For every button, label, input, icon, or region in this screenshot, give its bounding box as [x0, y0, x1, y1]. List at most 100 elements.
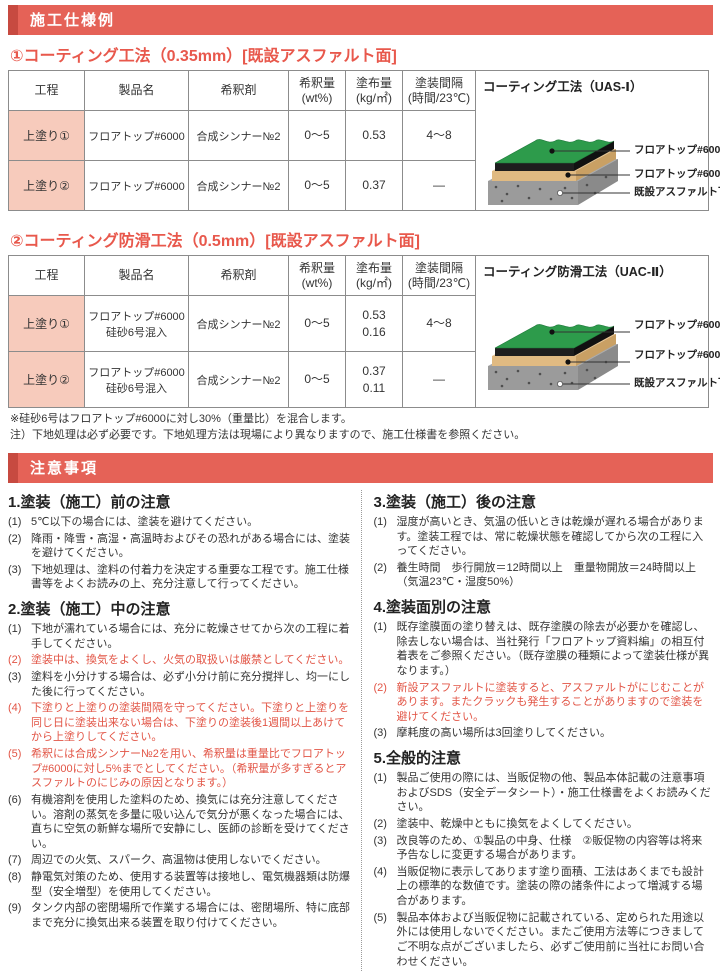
diagram2-label-top: フロアトップ#6000＋硅砂6号 [634, 319, 720, 331]
section2-content: 工程 製品名 希釈剤 希釈量 (wt%) 塗布量 (kg/㎡) 塗装間隔 (時間/23… [8, 255, 720, 408]
item-number: (1) [373, 772, 387, 784]
item-text: 下地処理は、塗料の付着力を決定する重要な工程です。施工仕様書等をよくお読みの上、… [31, 563, 349, 591]
header-cell-dilution: 希釈量 (wt%) [288, 255, 346, 296]
cell-dilution: 0〜5 [288, 295, 346, 352]
table-footnotes: ※硅砂6号はフロアトップ#6000に対し30%（重量比）を混合します。 注）下地… [10, 412, 713, 444]
item-text: 周辺での火気、スパーク、高温物は使用しないでください。 [31, 854, 327, 867]
diagram2-label-base: 既設アスファルト下地 [634, 377, 720, 389]
notice-item: (4) 下塗りと上塗りの塗装間隔を守ってください。下塗りと上塗りを同じ日に塗装出来… [8, 701, 351, 745]
spec-table-2: 工程 製品名 希釈剤 希釈量 (wt%) 塗布量 (kg/㎡) 塗装間隔 (時間/23… [8, 255, 476, 408]
cell-thinner: 合成シンナー№2 [188, 351, 289, 408]
item-number: (2) [373, 561, 387, 574]
header-cell-amount: 塗布量 (kg/㎡) [345, 70, 403, 111]
notice-item: (9) タンク内部の密閉場所で作業する場合には、密閉場所、特に底部まで充分に換気出… [8, 901, 351, 930]
spec-table-1: 工程 製品名 希釈剤 希釈量 (wt%) 塗布量 (kg/㎡) 塗装間隔 (時間/23… [8, 70, 476, 211]
notice-item: (1) 既存塗膜面の塗り替えは、既存塗膜の除去が必要かを確認し、除去しない場合は、… [374, 620, 714, 679]
notice-right-column: 3.塗装（施工）後の注意 (1) 湿度が高いとき、気温の低いときは乾燥が遅れる場合… [360, 489, 714, 972]
cell-interval: 4〜8 [402, 110, 476, 161]
cell-process: 上塗り① [8, 295, 85, 352]
section1-content: 工程 製品名 希釈剤 希釈量 (wt%) 塗布量 (kg/㎡) 塗装間隔 (時間/23… [8, 70, 720, 211]
header-cell-product: 製品名 [84, 255, 189, 296]
item-number: (4) [8, 702, 22, 715]
layer-diagram-illustration [488, 139, 630, 205]
notice-section1-list: (1) 5℃以下の場合には、塗装を避けてください。 (2) 降雨・降雪・高湿・高温時お… [8, 515, 351, 592]
section2-title: ②コーティング防滑工法（0.5mm）[既設アスファルト面] [10, 233, 420, 250]
header-cell-process: 工程 [8, 255, 85, 296]
item-text: 改良等のため、①製品の中身、仕様 ②販促物の内容等は将来予告なしに変更する場合が… [396, 834, 703, 862]
item-number: (3) [373, 834, 387, 847]
cell-dilution: 0〜5 [288, 110, 346, 161]
notice-item: (2) 塗装中、乾燥中ともに換気をよくしてください。 [374, 817, 714, 832]
item-text: 有機溶剤を使用した塗料のため、換気には充分注意してください。溶剤の蒸気を多量に吸… [31, 793, 350, 850]
item-number: (1) [8, 515, 22, 528]
item-number: (5) [373, 911, 387, 924]
table2-row-1: 上塗り① フロアトップ#6000 硅砂6号混入 合成シンナー№2 0〜5 0.53… [8, 295, 476, 352]
cell-amount: 0.53 0.16 [345, 295, 403, 352]
cell-process: 上塗り② [8, 160, 85, 211]
header-cell-dilution: 希釈量 (wt%) [288, 70, 346, 111]
diagram1-label-base: 既設アスファルト下地 [634, 186, 720, 198]
notice-item: (7) 周辺での火気、スパーク、高温物は使用しないでください。 [8, 853, 351, 868]
page-title-banner: 施工仕様例 [8, 5, 713, 35]
item-text: 摩耗度の高い場所は3回塗りしてください。 [396, 727, 611, 740]
cell-thinner: 合成シンナー№2 [188, 110, 289, 161]
item-number: (2) [8, 532, 22, 545]
diagram1-title: コーティング工法（UAS-Ⅰ） [483, 80, 643, 94]
cell-process: 上塗り② [8, 351, 85, 408]
notice-item: (1) 5℃以下の場合には、塗装を避けてください。 [8, 515, 351, 530]
item-number: (9) [8, 902, 22, 915]
item-number: (3) [8, 670, 22, 683]
item-text: 下塗りと上塗りの塗装間隔を守ってください。下塗りと上塗りを同じ日に塗装出来ない場… [31, 702, 350, 744]
notice-item: (5) 希釈には合成シンナー№2を用い、希釈量は重量比でフロアトップ#6000に対… [8, 747, 351, 791]
notice-section3-title: 3.塗装（施工）後の注意 [373, 493, 537, 511]
cell-product: フロアトップ#6000 [84, 110, 189, 161]
item-number: (2) [8, 654, 22, 667]
notice-item: (2) 新設アスファルトに塗装すると、アスファルトがにじむことがあります。またクラ… [374, 681, 714, 725]
item-text: 新設アスファルトに塗装すると、アスファルトがにじむことがあります。またクラックも… [396, 681, 705, 723]
notice-item: (3) 改良等のため、①製品の中身、仕様 ②販促物の内容等は将来予告なしに変更する… [374, 834, 714, 863]
page-title: 施工仕様例 [30, 12, 116, 29]
item-number: (3) [373, 727, 387, 740]
header-cell-process: 工程 [8, 70, 85, 111]
item-number: (2) [373, 817, 387, 830]
diagram2-title: コーティング防滑工法（UAC-Ⅱ） [483, 265, 672, 279]
notice-section2-title: 2.塗装（施工）中の注意 [8, 601, 171, 618]
cell-amount: 0.37 0.11 [345, 351, 403, 408]
table2-row-2: 上塗り② フロアトップ#6000 硅砂6号混入 合成シンナー№2 0〜5 0.37… [8, 351, 476, 408]
cell-amount: 0.37 [345, 160, 403, 211]
notice-item: (8) 静電気対策のため、使用する装置等は接地し、電気機器類は防爆型（安全増型）を… [8, 870, 351, 899]
table2-header-row: 工程 製品名 希釈剤 希釈量 (wt%) 塗布量 (kg/㎡) 塗装間隔 (時間/23… [8, 255, 476, 296]
diagram2-label-mid: フロアトップ#6000＋硅砂6号 [634, 349, 720, 361]
notice-item: (2) 塗装中は、換気をよくし、火気の取扱いは厳禁としてください。 [8, 653, 351, 668]
header-cell-product: 製品名 [84, 70, 189, 111]
notice-item: (6) 有機溶剤を使用した塗料のため、換気には充分注意してください。溶剤の蒸気を多… [8, 793, 351, 852]
header-cell-interval: 塗装間隔 (時間/23℃) [402, 255, 476, 296]
item-number: (3) [8, 563, 22, 576]
item-text: タンク内部の密閉場所で作業する場合には、密閉場所、特に底部まで充分に換気出来る装… [31, 902, 350, 929]
cell-product: フロアトップ#6000 硅砂6号混入 [84, 351, 189, 408]
cell-interval: 4〜8 [402, 295, 476, 352]
notice-section1-title: 1.塗装（施工）前の注意 [8, 493, 171, 511]
notice-item: (2) 養生時間 歩行開放＝12時間以上 重量物開放＝24時間以上（気温23℃・湿… [374, 561, 714, 590]
notice-item: (5) 製品本体および当販促物に記載されている、定められた用途以外には使用しないで… [374, 911, 714, 970]
diagram1-label-mid: フロアトップ#6000 [634, 168, 720, 180]
notice-section2-list: (1) 下地が濡れている場合には、充分に乾燥させてから次の工程に着手してください。… [8, 622, 351, 931]
item-text: 製品ご使用の際には、当販促物の他、製品本体記載の注意事項およびSDS（安全データ… [396, 772, 711, 814]
notice-section5-title: 5.全般的注意 [373, 750, 462, 767]
header-cell-amount: 塗布量 (kg/㎡) [345, 255, 403, 296]
table1-header-row: 工程 製品名 希釈剤 希釈量 (wt%) 塗布量 (kg/㎡) 塗装間隔 (時間/23… [8, 70, 476, 111]
notice-section3-list: (1) 湿度が高いとき、気温の低いときは乾燥が遅れる場合があります。塗装工程では、… [374, 515, 714, 590]
cell-process: 上塗り① [8, 110, 85, 161]
notice-left-column: 1.塗装（施工）前の注意 (1) 5℃以下の場合には、塗装を避けてください。 (2)… [8, 490, 361, 971]
item-text: 塗料を小分けする場合は、必ず小分け前に充分撹拌し、均一にした後に行ってください。 [31, 670, 350, 698]
item-text: 静電気対策のため、使用する装置等は接地し、電気機器類は防爆型（安全増型）を使用し… [31, 871, 350, 898]
item-text: 降雨・降雪・高湿・高温時およびその恐れがある場合には、塗装を避けてください。 [31, 532, 350, 560]
item-number: (7) [8, 854, 22, 867]
item-number: (6) [8, 793, 22, 806]
notice-item: (3) 下地処理は、塗料の付着力を決定する重要な工程です。施工仕様書等をよくお読み… [8, 563, 351, 592]
cell-amount: 0.53 [345, 110, 403, 161]
item-text: 製品本体および当販促物に記載されている、定められた用途以外には使用しないでくださ… [396, 911, 705, 968]
item-number: (1) [8, 623, 22, 635]
cell-product: フロアトップ#6000 硅砂6号混入 [84, 295, 189, 352]
